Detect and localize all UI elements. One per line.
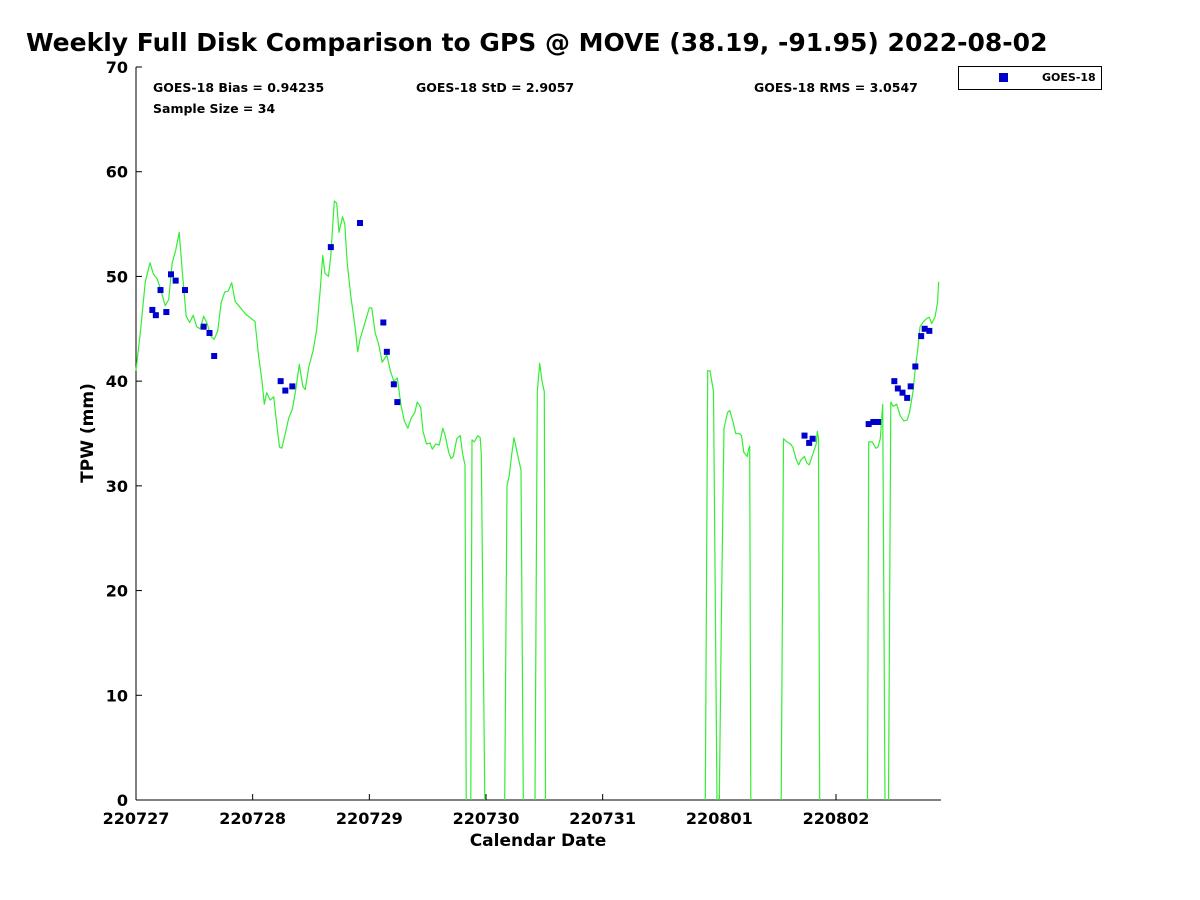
x-tick-label: 220730 <box>453 809 520 828</box>
gps-line-segment <box>887 281 940 801</box>
goes-data-point <box>383 348 390 355</box>
goes-data-point <box>926 327 933 334</box>
goes-data-point <box>163 309 170 316</box>
goes-data-point <box>282 387 289 394</box>
goes-data-point <box>149 306 156 313</box>
gps-line-segment <box>470 435 486 801</box>
x-tick-label: 220728 <box>219 809 286 828</box>
y-tick-label: 30 <box>106 477 128 496</box>
goes-data-point <box>899 389 906 396</box>
chart-title: Weekly Full Disk Comparison to GPS @ MOV… <box>26 28 1048 57</box>
goes-data-point <box>921 325 928 332</box>
goes-data-point <box>394 399 401 406</box>
std-stat: GOES-18 StD = 2.9057 <box>416 80 575 95</box>
goes-data-point <box>172 277 179 284</box>
gps-line-segment <box>534 362 547 801</box>
gps-line-segment <box>866 403 886 801</box>
gps-line-segment <box>704 370 718 801</box>
goes-data-point <box>182 287 188 294</box>
goes-data-point <box>891 378 898 385</box>
gps-line-segment <box>718 409 752 801</box>
x-tick-label: 220731 <box>569 809 636 828</box>
gps-line-layer <box>135 200 940 801</box>
y-tick-label: 40 <box>106 372 128 391</box>
y-axis-label: TPW (mm) <box>78 383 98 483</box>
goes-data-point <box>894 385 901 392</box>
goes-data-point <box>904 394 911 401</box>
y-tick-label: 50 <box>106 267 128 286</box>
goes-data-point <box>157 287 164 294</box>
goes-data-point <box>801 432 808 439</box>
goes-data-point <box>357 220 363 227</box>
goes-data-point <box>168 271 174 278</box>
goes-data-point <box>152 312 159 319</box>
goes-data-point <box>907 383 914 390</box>
goes-data-point <box>390 381 397 388</box>
goes-data-point <box>206 329 213 336</box>
x-axis-label: Calendar Date <box>469 831 607 851</box>
legend-label-goes: GOES-18 <box>1042 71 1096 84</box>
sample-size-stat: Sample Size = 34 <box>153 101 276 116</box>
goes-data-point <box>211 353 218 360</box>
y-tick-label: 70 <box>106 58 128 77</box>
goes-data-point <box>289 383 296 390</box>
gps-line-segment <box>504 437 524 801</box>
goes-data-point <box>918 333 925 340</box>
x-tick-label: 220801 <box>686 809 753 828</box>
bias-stat: GOES-18 Bias = 0.94235 <box>153 80 325 95</box>
x-tick-label: 220802 <box>803 809 870 828</box>
goes-data-point <box>277 378 284 385</box>
x-tick-label: 220727 <box>103 809 170 828</box>
y-tick-label: 10 <box>106 686 128 705</box>
gps-line-segment <box>780 430 821 801</box>
goes-data-point <box>865 421 872 428</box>
goes-data-point <box>380 319 387 326</box>
goes-data-point <box>875 418 881 425</box>
goes-data-point <box>870 418 877 425</box>
legend-marker-goes <box>999 73 1008 82</box>
goes-data-point <box>809 435 816 442</box>
goes-points-layer <box>149 220 933 446</box>
y-tick-label: 60 <box>106 163 128 182</box>
gps-line-segment <box>135 200 467 801</box>
y-tick-label: 20 <box>106 582 128 601</box>
y-tick-label: 0 <box>117 791 128 810</box>
goes-data-point <box>200 323 207 330</box>
x-tick-label: 220729 <box>336 809 403 828</box>
goes-data-point <box>327 244 334 251</box>
goes-data-point <box>806 439 813 446</box>
legend: GOES-18 <box>958 66 1102 90</box>
goes-data-point <box>912 363 919 370</box>
rms-stat: GOES-18 RMS = 3.0547 <box>754 80 918 95</box>
axes-layer: 0 10 20 30 40 50 60 70 220727 220728 220729 220730 2… <box>103 58 941 828</box>
